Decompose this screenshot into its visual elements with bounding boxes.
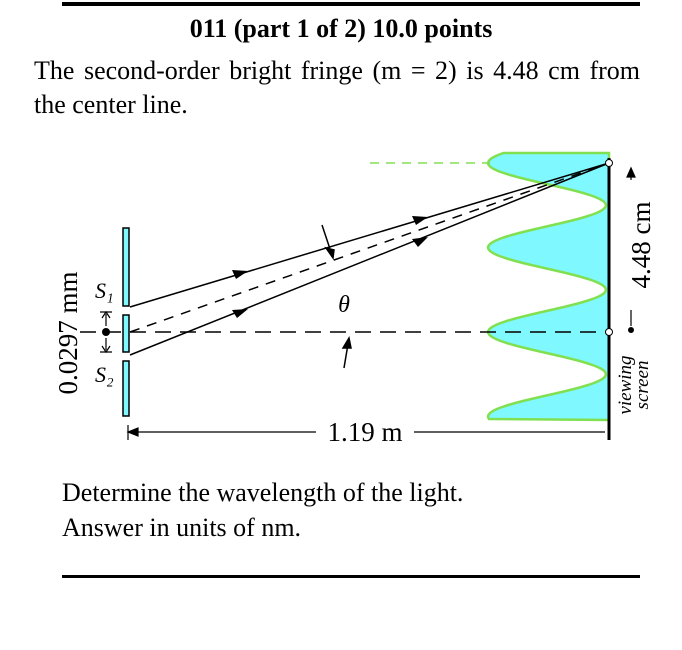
answer-units: Answer in units of nm.	[62, 513, 302, 542]
viewing-label: viewing	[615, 355, 636, 414]
slit-1-label: S₁	[95, 278, 114, 303]
slit-2-label: S₂	[95, 362, 114, 387]
center-point	[605, 328, 613, 336]
fringe-distance-arrow	[626, 166, 636, 326]
screen-distance-label: 1.19 m	[327, 417, 402, 445]
barrier-middle	[122, 314, 130, 353]
screen-label: screen	[632, 361, 653, 410]
fringe-distance-label: 4.48 cm	[626, 202, 656, 289]
top-rule	[62, 2, 640, 6]
problem-title: 011 (part 1 of 2) 10.0 points	[189, 14, 493, 43]
barrier-top	[122, 227, 130, 307]
angle-arrow-bottom	[341, 335, 352, 369]
bottom-rule	[62, 575, 640, 578]
diagram: S₁ S₂ θ 1.19 m 0.0297 mm 4.48 cm viewing…	[53, 151, 656, 445]
angle-label: θ	[338, 292, 350, 318]
fringe-distance-end	[628, 327, 634, 333]
slit-center-dot	[102, 328, 110, 336]
ray-s2	[129, 162, 610, 356]
intensity-pattern	[486, 151, 611, 422]
distance-arrow	[126, 425, 605, 440]
fringe-point	[605, 159, 613, 167]
ray-s1	[129, 162, 610, 308]
angle-arrow-top	[321, 224, 335, 261]
slit-spacing-arrows	[100, 310, 112, 354]
question: Determine the wavelength of the light.	[62, 478, 464, 507]
problem-statement: The second-order bright fringe (m = 2) i…	[34, 56, 640, 119]
slit-spacing-label: 0.0297 mm	[53, 271, 83, 394]
ray-center	[129, 162, 610, 333]
barrier-bottom	[122, 360, 130, 417]
